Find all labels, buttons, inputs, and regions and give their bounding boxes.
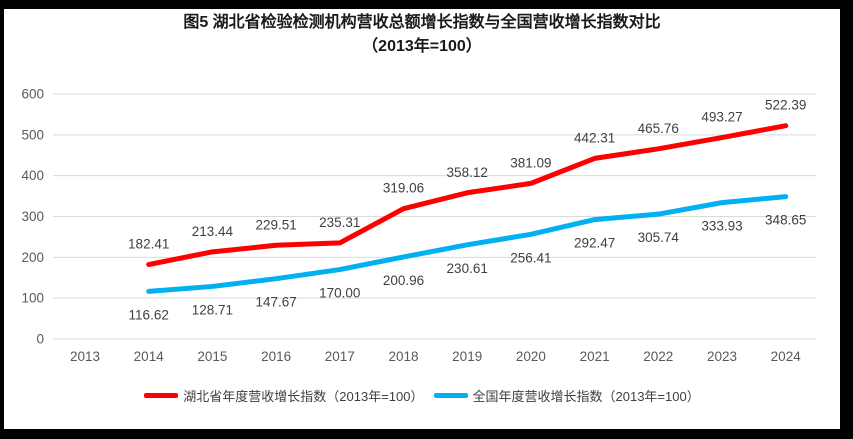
y-axis-tick-label: 600 [21,87,44,102]
x-axis-tick-label: 2015 [197,349,227,364]
hubei-line-swatch [144,393,179,398]
data-label: 493.27 [701,110,742,125]
data-label: 381.09 [510,155,551,170]
y-axis-tick-label: 500 [21,127,44,142]
series-line-0 [146,123,789,268]
legend: 湖北省年度营收增长指数（2013年=100） 全国年度营收增长指数（2013年=… [4,386,840,405]
data-label: 200.96 [383,273,424,288]
data-label: 147.67 [255,295,296,310]
data-label: 442.31 [574,130,615,145]
y-axis-tick-label: 100 [21,291,44,306]
data-label: 229.51 [255,217,296,232]
data-label: 230.61 [447,261,488,276]
data-label: 292.47 [574,236,615,251]
data-label: 465.76 [638,121,679,136]
data-label: 522.39 [765,98,806,113]
x-axis-tick-label: 2021 [580,349,610,364]
data-label: 116.62 [129,307,169,322]
data-label: 170.00 [319,286,360,301]
data-label: 182.41 [128,237,169,252]
data-label: 358.12 [447,165,488,180]
chart-title-line2: （2013年=100） [362,38,482,55]
x-axis-tick-label: 2023 [707,349,737,364]
data-label: 235.31 [319,215,360,230]
national-line-swatch [433,393,468,398]
y-axis-tick-label: 0 [36,332,44,347]
x-axis-tick-label: 2017 [325,349,355,364]
data-label: 213.44 [192,224,234,239]
data-label: 319.06 [383,181,424,196]
legend-item-national: 全国年度营收增长指数（2013年=100） [433,386,700,405]
x-axis-tick-label: 2018 [388,349,418,364]
legend-label-national: 全国年度营收增长指数（2013年=100） [472,389,700,404]
x-axis-tick-label: 2019 [452,349,482,364]
x-axis-tick-label: 2020 [516,349,546,364]
y-axis-tick-label: 200 [21,250,44,265]
y-axis-tick-label: 300 [21,209,44,224]
chart-title-line1: 图5 湖北省检验检测机构营收总额增长指数与全国营收增长指数对比 [183,14,661,31]
chart-title: 图5 湖北省检验检测机构营收总额增长指数与全国营收增长指数对比 （2013年=1… [4,11,840,59]
legend-label-hubei: 湖北省年度营收增长指数（2013年=100） [183,389,424,404]
x-axis-tick-label: 2014 [134,349,165,364]
series-line-1 [146,194,789,294]
data-label: 305.74 [638,230,680,245]
x-axis-tick-label: 2024 [771,349,802,364]
data-label: 333.93 [701,219,742,234]
data-label: 128.71 [192,302,233,317]
x-axis-tick-label: 2013 [70,349,100,364]
legend-item-hubei: 湖北省年度营收增长指数（2013年=100） [144,386,424,405]
data-label: 348.65 [765,213,806,228]
data-label: 256.41 [510,250,551,265]
y-axis-tick-label: 400 [21,168,44,183]
x-axis-tick-label: 2022 [643,349,673,364]
x-axis-tick-label: 2016 [261,349,291,364]
line-chart: 0 100 200 300 400 500 600 2013 2014 2015 2016 2017 2… [21,87,816,364]
